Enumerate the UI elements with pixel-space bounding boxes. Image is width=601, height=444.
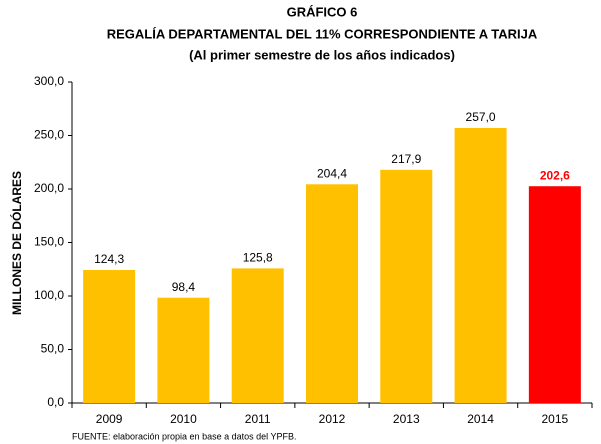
bar bbox=[231, 268, 284, 403]
data-label: 217,9 bbox=[391, 152, 421, 166]
x-tick-label: 2013 bbox=[393, 412, 420, 426]
bar bbox=[528, 186, 581, 403]
y-tick-label: 250,0 bbox=[34, 128, 64, 142]
x-tick-label: 2015 bbox=[542, 412, 569, 426]
y-tick-label: 100,0 bbox=[34, 288, 64, 302]
chart-subtitle: (Al primer semestre de los años indicado… bbox=[189, 47, 455, 62]
bar bbox=[306, 184, 358, 403]
data-label: 125,8 bbox=[243, 251, 273, 265]
x-tick-label: 2009 bbox=[96, 412, 123, 426]
data-label: 204,4 bbox=[317, 166, 347, 180]
data-label: 98,4 bbox=[172, 280, 196, 294]
source-note: FUENTE: elaboración propia en base a dat… bbox=[72, 431, 296, 441]
chart-title: REGALÍA DEPARTAMENTAL DEL 11% CORRESPOND… bbox=[107, 26, 538, 41]
y-axis-label: MILLONES DE DÓLARES bbox=[9, 171, 24, 315]
chart-title: GRÁFICO 6 bbox=[287, 4, 358, 19]
data-label: 202,6 bbox=[540, 168, 570, 182]
y-tick-label: 150,0 bbox=[34, 235, 64, 249]
bar bbox=[454, 128, 507, 403]
x-tick-label: 2010 bbox=[170, 412, 197, 426]
y-tick-label: 200,0 bbox=[34, 181, 64, 195]
bar bbox=[157, 297, 210, 403]
data-label: 124,3 bbox=[94, 252, 124, 266]
x-tick-label: 2014 bbox=[467, 412, 494, 426]
data-label: 257,0 bbox=[466, 110, 496, 124]
y-tick-label: 0,0 bbox=[47, 395, 64, 409]
x-tick-label: 2012 bbox=[319, 412, 346, 426]
x-tick-label: 2011 bbox=[245, 412, 271, 426]
y-tick-label: 50,0 bbox=[41, 342, 65, 356]
bar bbox=[83, 269, 136, 403]
y-tick-label: 300,0 bbox=[34, 74, 64, 88]
bar bbox=[380, 169, 433, 403]
